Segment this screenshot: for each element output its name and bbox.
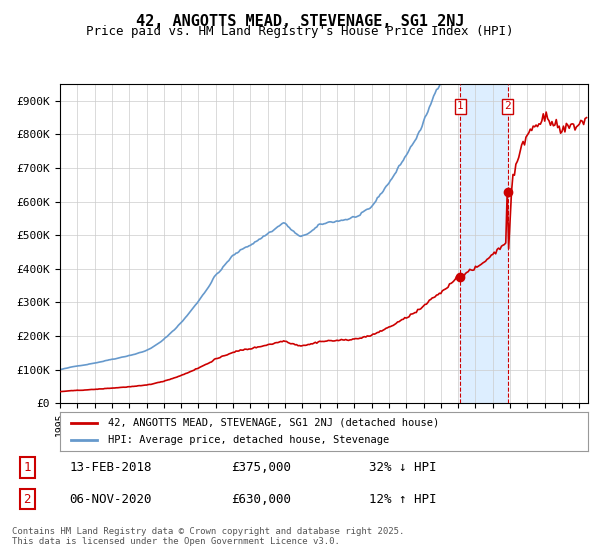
Text: 06-NOV-2020: 06-NOV-2020 <box>70 493 152 506</box>
Text: 1: 1 <box>457 101 464 111</box>
Text: 42, ANGOTTS MEAD, STEVENAGE, SG1 2NJ (detached house): 42, ANGOTTS MEAD, STEVENAGE, SG1 2NJ (de… <box>107 418 439 428</box>
Bar <box>460 84 508 403</box>
Text: 32% ↓ HPI: 32% ↓ HPI <box>369 461 437 474</box>
Text: £630,000: £630,000 <box>231 493 291 506</box>
Text: 12% ↑ HPI: 12% ↑ HPI <box>369 493 437 506</box>
Text: 13-FEB-2018: 13-FEB-2018 <box>70 461 152 474</box>
Text: 2: 2 <box>23 493 31 506</box>
Text: 42, ANGOTTS MEAD, STEVENAGE, SG1 2NJ: 42, ANGOTTS MEAD, STEVENAGE, SG1 2NJ <box>136 14 464 29</box>
Text: £375,000: £375,000 <box>231 461 291 474</box>
Text: HPI: Average price, detached house, Stevenage: HPI: Average price, detached house, Stev… <box>107 435 389 445</box>
Text: 1: 1 <box>23 461 31 474</box>
Text: Contains HM Land Registry data © Crown copyright and database right 2025.
This d: Contains HM Land Registry data © Crown c… <box>12 526 404 546</box>
Text: 2: 2 <box>504 101 511 111</box>
Text: Price paid vs. HM Land Registry's House Price Index (HPI): Price paid vs. HM Land Registry's House … <box>86 25 514 38</box>
